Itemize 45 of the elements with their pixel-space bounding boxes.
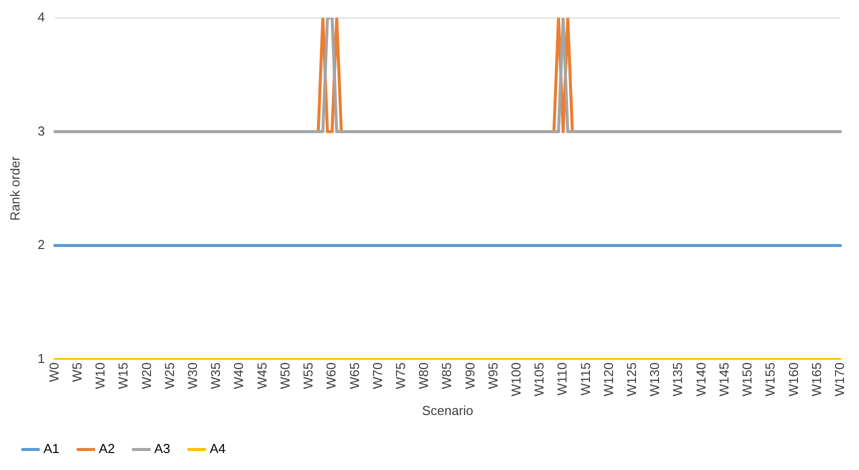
x-tick-label: W125 (624, 362, 640, 396)
x-tick-label: W10 (92, 362, 108, 390)
x-tick-label: W135 (670, 362, 686, 396)
x-tick-label: W145 (716, 362, 732, 396)
x-tick-label: W15 (116, 362, 131, 390)
x-tick-label: W50 (277, 362, 292, 390)
legend-label: A4 (210, 441, 226, 456)
x-tick-label: W35 (208, 362, 224, 390)
x-tick-label: W105 (532, 362, 547, 396)
legend-label: A2 (98, 441, 115, 456)
x-tick-label: W150 (740, 362, 755, 396)
y-tick-label: 2 (38, 237, 45, 252)
legend-label: A1 (44, 441, 60, 456)
x-tick-label: W140 (693, 362, 708, 396)
x-tick-label: W65 (346, 362, 362, 390)
x-tick-label: W160 (786, 362, 801, 396)
x-tick-label: W40 (231, 362, 246, 390)
x-tick-label: W130 (647, 362, 662, 396)
x-tick-label: W70 (370, 362, 385, 390)
x-tick-label: W110 (554, 362, 570, 396)
x-tick-label: W120 (600, 362, 616, 396)
x-tick-label: W0 (46, 362, 62, 382)
x-tick-label: W95 (485, 362, 500, 390)
x-tick-label: W85 (439, 362, 454, 390)
x-tick-label: W165 (808, 362, 824, 396)
x-tick-label: W55 (300, 362, 316, 390)
x-tick-label: W20 (138, 362, 154, 390)
legend-label: A3 (154, 441, 170, 456)
y-tick-label: 3 (38, 123, 45, 138)
x-tick-label: W75 (392, 362, 408, 390)
x-axis-title: Scenario (422, 402, 474, 418)
x-tick-label: W170 (832, 362, 847, 396)
y-tick-label: 1 (38, 351, 45, 366)
x-tick-label: W90 (462, 362, 478, 390)
x-tick-label: W155 (762, 362, 778, 396)
x-tick-label: W80 (416, 362, 432, 390)
x-tick-label: W100 (508, 362, 524, 396)
x-tick-label: W45 (254, 362, 270, 390)
x-tick-label: W25 (162, 362, 177, 390)
y-axis-title: Rank order (7, 156, 22, 221)
y-tick-label: 4 (38, 9, 45, 24)
x-tick-label: W60 (324, 362, 339, 390)
x-tick-label: W30 (185, 362, 200, 390)
x-tick-label: W115 (578, 362, 593, 396)
x-tick-label: W5 (70, 362, 85, 382)
